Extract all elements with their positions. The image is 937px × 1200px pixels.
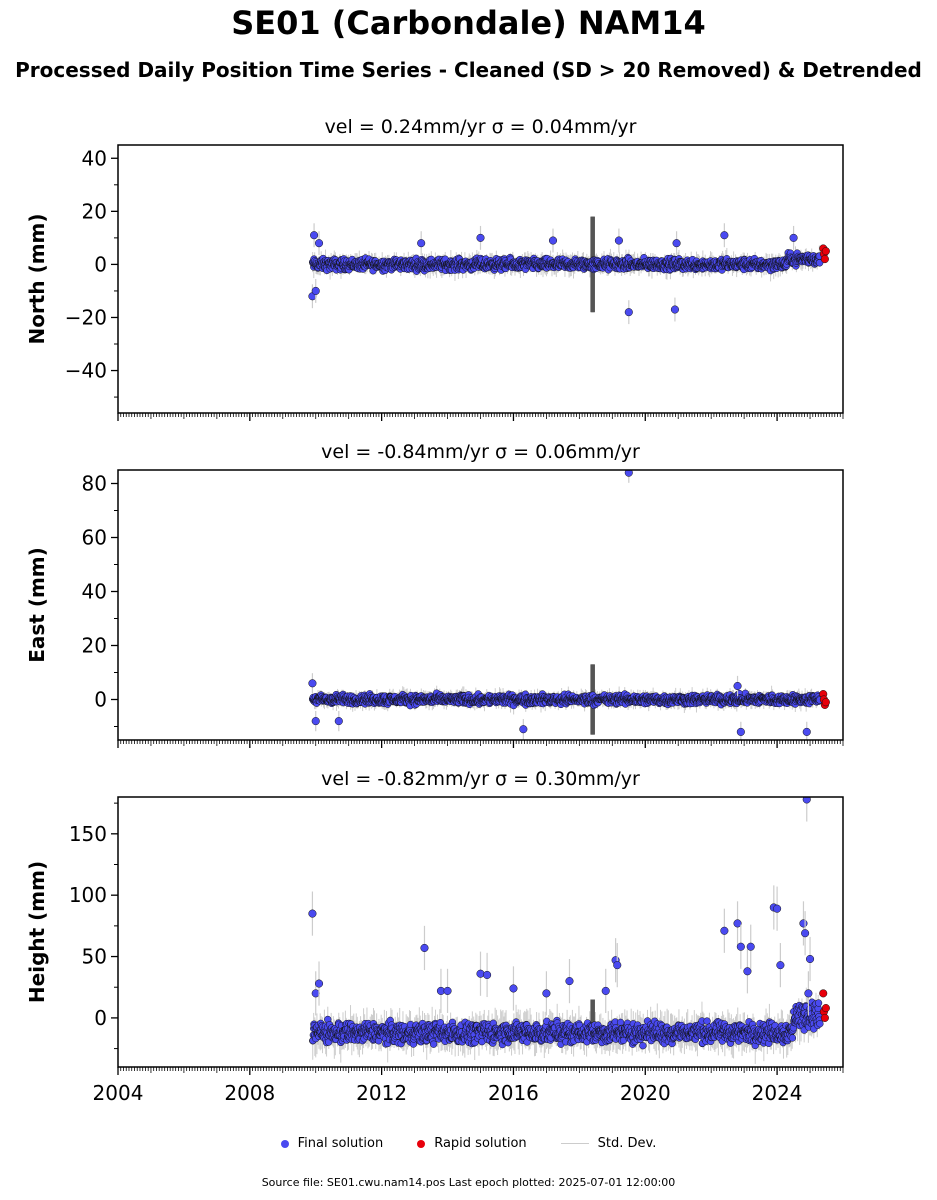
- final-point: [614, 236, 623, 245]
- final-point: [802, 727, 811, 736]
- y-tick-label: 0: [94, 688, 107, 712]
- final-point: [417, 239, 426, 248]
- panel-0-title: vel = 0.24mm/yr σ = 0.04mm/yr: [325, 116, 637, 138]
- final-point: [334, 717, 343, 726]
- charts-svg: vel = 0.24mm/yr σ = 0.04mm/yr North (mm) 4…: [25, 116, 844, 1105]
- rapid-point: [821, 698, 830, 707]
- page-title: SE01 (Carbondale) NAM14: [231, 4, 706, 42]
- y-tick-label: 40: [82, 146, 107, 170]
- panel-2-data: [308, 797, 830, 1064]
- panel-0-data: [308, 216, 830, 325]
- panel-2-ylabel: Height (mm): [25, 861, 49, 1003]
- y-tick-label: 80: [82, 472, 107, 496]
- final-point: [670, 305, 679, 314]
- panel-0-frame: [117, 144, 844, 414]
- y-tick-label: −40: [65, 359, 107, 383]
- final-point: [310, 231, 319, 240]
- final-point: [548, 236, 558, 245]
- final-point: [720, 231, 729, 240]
- final-point: [519, 725, 528, 734]
- rapid-point: [820, 255, 829, 264]
- final-point: [789, 233, 798, 242]
- panel-2-title: vel = -0.82mm/yr σ = 0.30mm/yr: [321, 768, 640, 790]
- y-tick-label: 60: [82, 526, 107, 550]
- y-tick-label: 40: [82, 580, 107, 604]
- final-point: [736, 727, 745, 736]
- panel-1-ylabel: East (mm): [25, 547, 49, 663]
- final-point: [314, 239, 324, 248]
- y-tick-label: 0: [94, 252, 107, 276]
- final-point: [308, 679, 317, 688]
- y-tick-label: 20: [82, 199, 107, 223]
- final-point: [672, 239, 681, 248]
- y-tick-label: 20: [82, 634, 107, 658]
- final-point: [311, 717, 320, 726]
- panel-0-ylabel: North (mm): [25, 213, 49, 344]
- final-point: [311, 286, 320, 295]
- y-tick-label: −20: [65, 305, 107, 329]
- final-point: [476, 233, 485, 242]
- final-point: [624, 308, 633, 317]
- page-subtitle: Processed Daily Position Time Series - C…: [15, 58, 922, 82]
- final-point-bg: [816, 259, 824, 267]
- panel-1-data: [308, 470, 830, 740]
- rapid-point: [821, 247, 830, 256]
- panel-1-title: vel = -0.84mm/yr σ = 0.06mm/yr: [321, 441, 640, 463]
- final-point: [733, 681, 742, 691]
